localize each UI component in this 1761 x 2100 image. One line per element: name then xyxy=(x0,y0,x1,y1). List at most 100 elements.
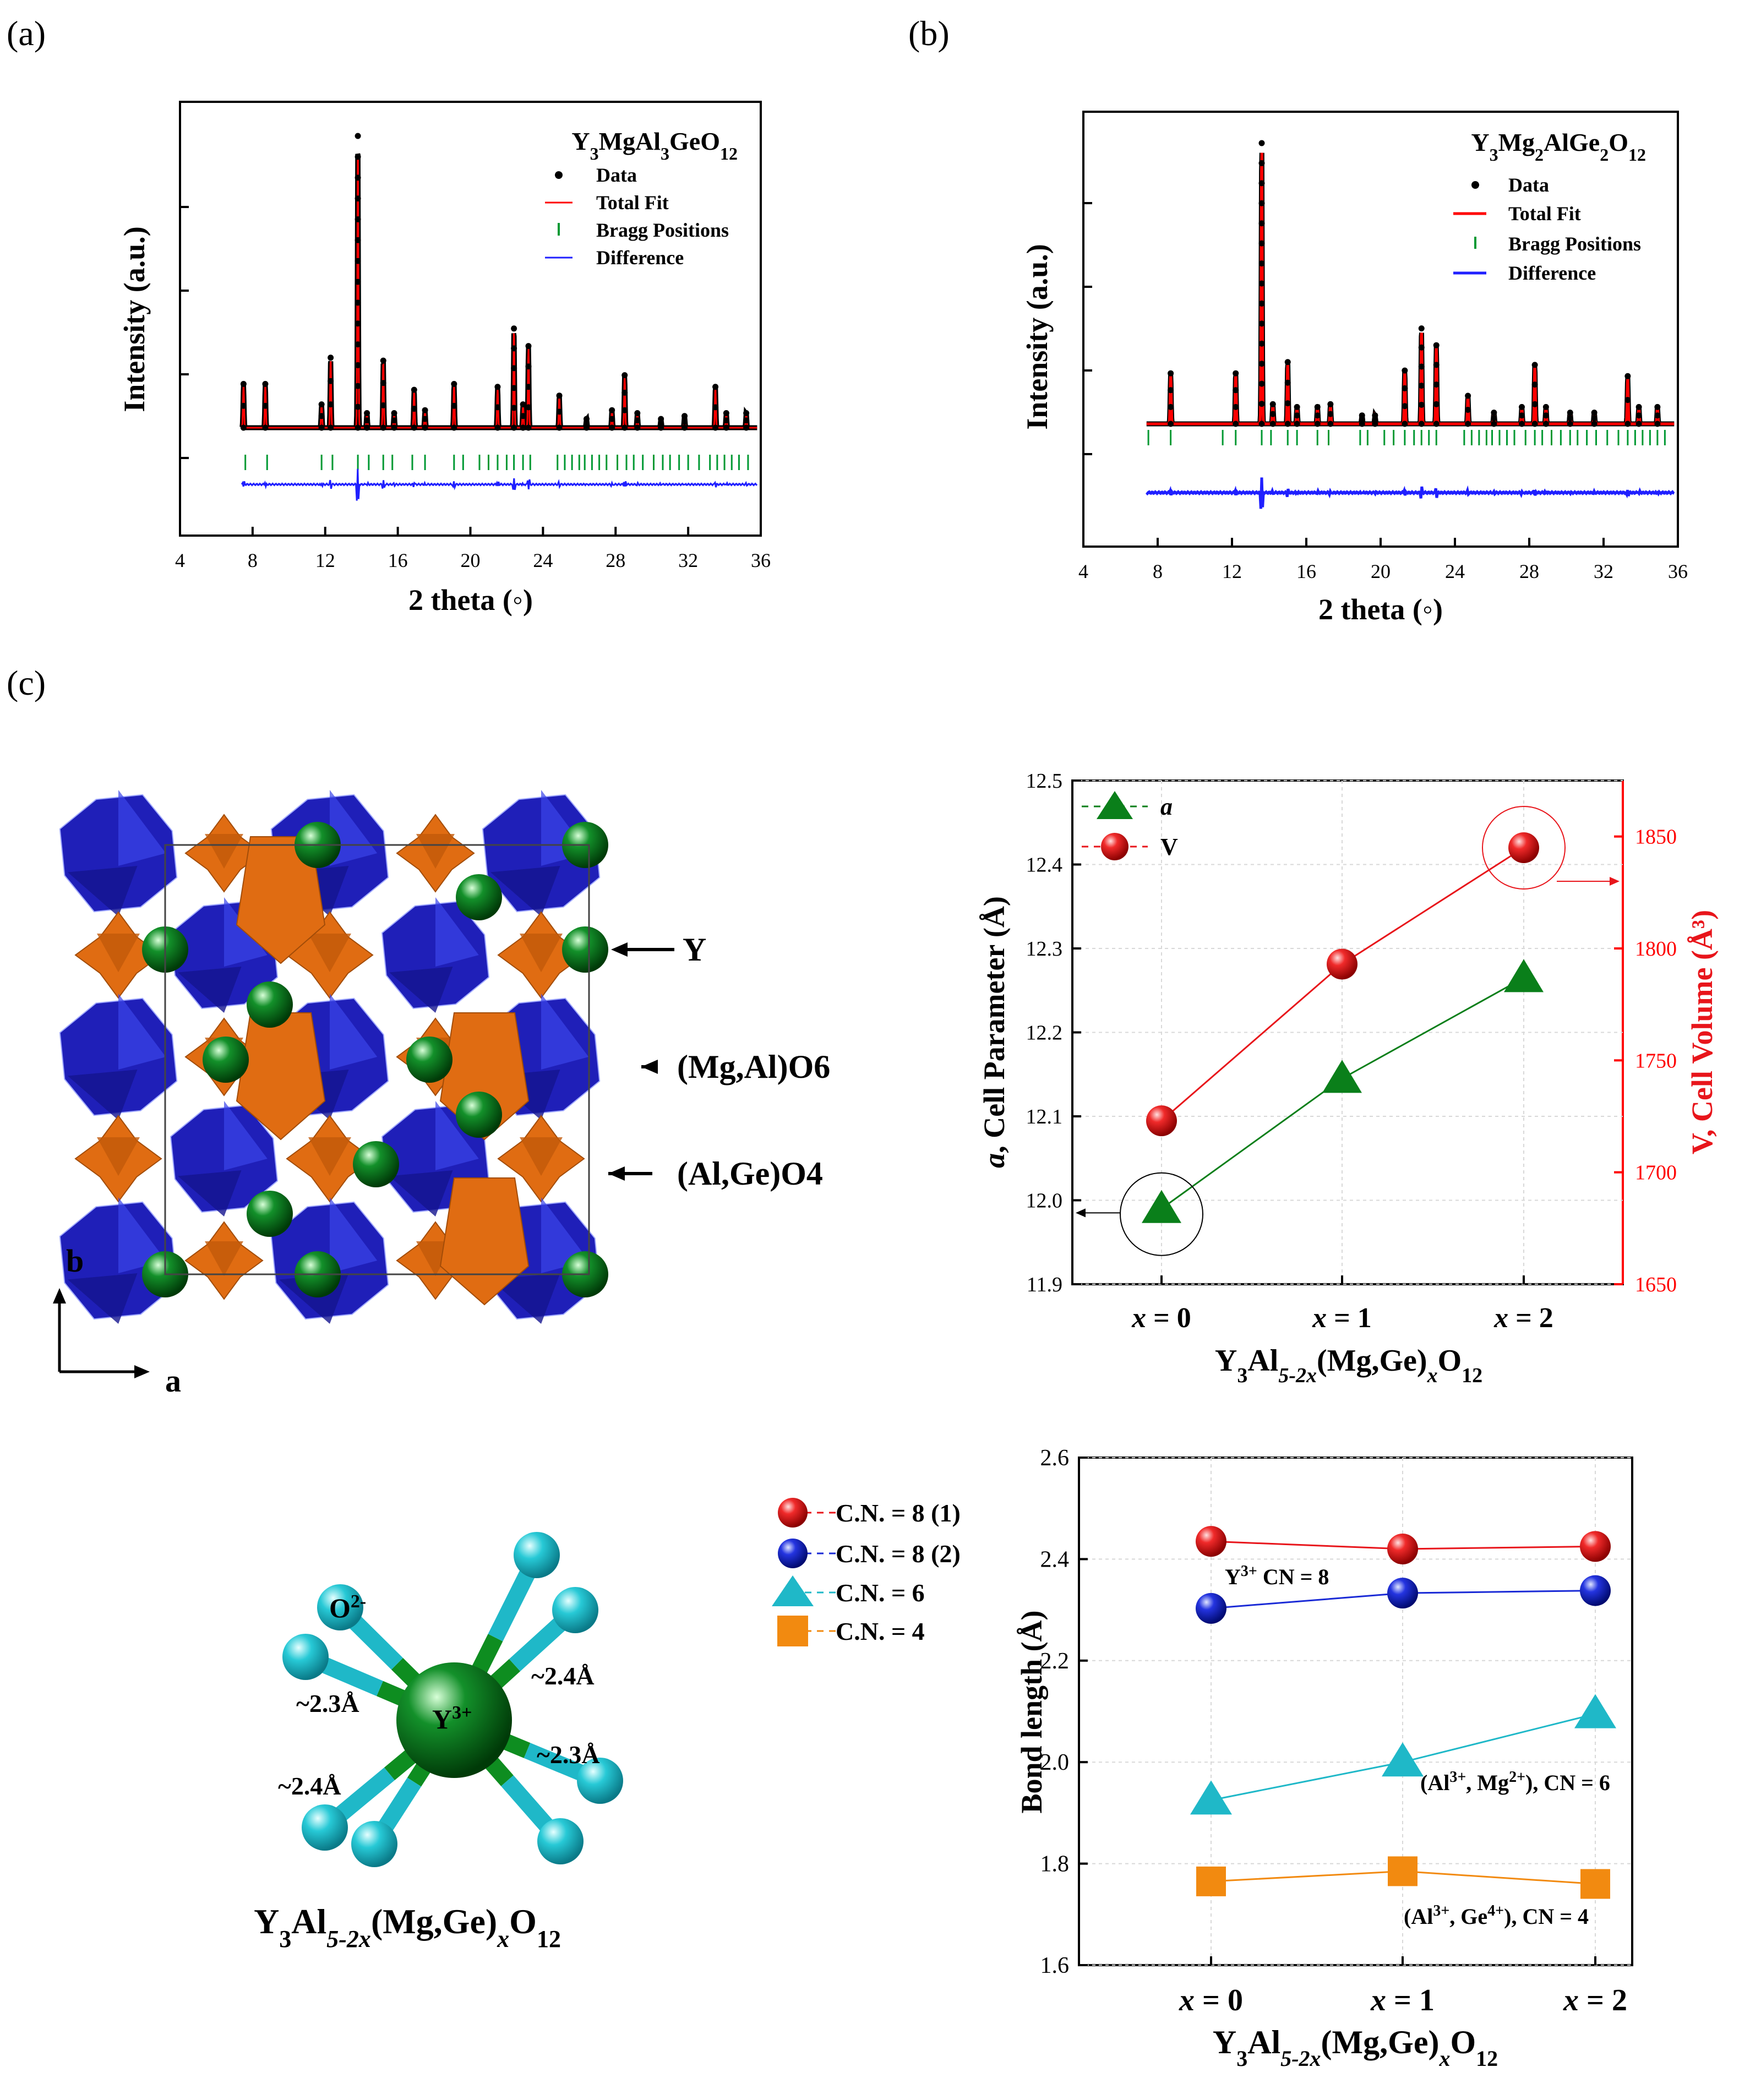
mgal-octahedron-facet xyxy=(490,1273,560,1324)
data-point xyxy=(1168,403,1174,410)
mgal-octahedron-facet xyxy=(68,866,138,917)
data-point xyxy=(364,410,370,416)
data-point xyxy=(525,384,532,390)
xrd-b-marks: 4 8 12 16 20 24 28 32 36 xyxy=(1078,140,1688,582)
legend-cn4-label: C.N. = 4 xyxy=(836,1617,925,1645)
ylabel-a: Intensity (a.u.) xyxy=(118,226,151,412)
data-point xyxy=(584,424,590,431)
y-tick-label: 11.9 xyxy=(1027,1273,1062,1296)
bond-chart-marks: 1.6 1.8 2.0 2.2 2.4 2.6 x = 0 x = 1 x = 2 xyxy=(1040,1446,1632,2017)
y-tick-label: 2.4 xyxy=(1040,1547,1070,1572)
data-point xyxy=(1402,421,1408,427)
data-point xyxy=(380,380,386,386)
oxygen-sphere xyxy=(317,1584,363,1630)
x-tick-label: x = 0 xyxy=(1131,1302,1191,1334)
data-point xyxy=(743,417,750,424)
legend-cn8-1-marker xyxy=(778,1498,808,1528)
data-point xyxy=(391,424,397,431)
alge-tetrahedron-facet xyxy=(308,934,351,973)
highlight-circle-a xyxy=(1120,1172,1203,1256)
x-tick-label: 32 xyxy=(678,549,698,571)
data-point xyxy=(355,341,361,348)
data-point xyxy=(584,416,590,422)
oxygen-sphere xyxy=(282,1634,329,1680)
data-point xyxy=(1258,361,1265,367)
mgal-octahedron-facet xyxy=(330,994,378,1070)
data-point xyxy=(355,133,361,139)
data-point xyxy=(355,320,361,327)
data-point xyxy=(1258,180,1265,187)
data-point xyxy=(525,404,532,411)
data-point xyxy=(584,420,590,427)
data-point xyxy=(328,401,334,408)
data-point xyxy=(318,424,325,431)
data-point xyxy=(1402,367,1408,374)
bond-length-legend: C.N. = 8 (1) C.N. = 8 (2) C.N. = 6 C.N. … xyxy=(772,1498,961,1646)
data-point xyxy=(1258,401,1265,407)
data-point xyxy=(556,424,563,431)
difference-curve xyxy=(241,468,758,501)
data-point xyxy=(1519,403,1525,410)
series-cn6-point xyxy=(1190,1780,1232,1815)
data-point xyxy=(1567,410,1573,416)
data-point xyxy=(556,408,563,415)
series-a-point xyxy=(1142,1190,1181,1223)
data-point xyxy=(1359,416,1365,423)
data-point xyxy=(411,424,417,431)
data-point xyxy=(1258,340,1265,347)
data-point xyxy=(1624,421,1631,427)
data-point xyxy=(511,424,517,431)
data-point xyxy=(355,154,361,160)
legend-diff-label: Difference xyxy=(596,247,684,269)
legend-a: Data Total Fit Bragg Positions Differenc… xyxy=(545,164,729,269)
y-sphere xyxy=(562,926,608,973)
data-point xyxy=(1465,407,1471,413)
coordination-formula: Y3Al5-2x(Mg,Ge)xO12 xyxy=(254,1902,561,1952)
data-point xyxy=(1372,412,1378,419)
data-point xyxy=(1433,362,1440,368)
data-point xyxy=(520,424,526,431)
data-point xyxy=(712,424,719,431)
data-point xyxy=(1233,403,1239,410)
data-point xyxy=(1433,401,1440,407)
data-point xyxy=(422,416,428,422)
y-tick-label: 1.8 xyxy=(1040,1852,1070,1877)
data-point xyxy=(525,363,532,370)
x-tick-label: 16 xyxy=(388,549,408,571)
legend-data-label: Data xyxy=(1508,174,1549,196)
y-tick-label: 12.1 xyxy=(1026,1105,1063,1128)
axis-a-label: a xyxy=(165,1363,181,1399)
series-cn8-1-point xyxy=(1580,1531,1611,1562)
y-coordination-illustration: Y3+ O2- ~2.3Å ~2.4Å ~2.4Å ~2.3Å Y3Al5-2x… xyxy=(254,1532,623,1952)
data-point xyxy=(1418,421,1425,427)
data-point xyxy=(1491,415,1497,422)
alge-tetrahedron-facet xyxy=(205,1241,243,1276)
data-point xyxy=(1284,421,1291,427)
mgal-octahedron-facet xyxy=(389,967,453,1013)
x-tick-label: 36 xyxy=(1668,560,1688,582)
data-point xyxy=(1359,421,1365,427)
data-point xyxy=(355,174,361,181)
x-tick-label: 24 xyxy=(533,549,553,571)
data-point xyxy=(1418,401,1425,408)
data-point xyxy=(1433,342,1440,348)
data-point xyxy=(723,417,729,424)
data-point xyxy=(355,424,361,431)
x-tick-label: 36 xyxy=(751,549,771,571)
data-point xyxy=(1519,412,1525,419)
compound-title-a: Y3MgAl3GeO12 xyxy=(571,127,738,163)
data-point xyxy=(712,384,719,390)
bond-ylabel: Bond length (Å) xyxy=(1015,1610,1048,1813)
x-tick-label: 28 xyxy=(606,549,625,571)
data-point xyxy=(1542,403,1549,410)
legend-fit-label: Total Fit xyxy=(596,192,669,214)
data-point xyxy=(262,381,269,387)
cell-chart-marks: 11.9 12.0 12.1 12.2 12.3 12.4 12.5 1650 1700 1750… xyxy=(1026,770,1677,1334)
data-point xyxy=(1531,362,1538,368)
series-cn8-2-point xyxy=(1196,1592,1226,1624)
mgal-octahedron-facet xyxy=(178,1170,242,1217)
arrow-y-head xyxy=(611,942,628,957)
data-point xyxy=(380,424,386,431)
data-point xyxy=(328,424,334,431)
data-point xyxy=(1654,412,1661,419)
